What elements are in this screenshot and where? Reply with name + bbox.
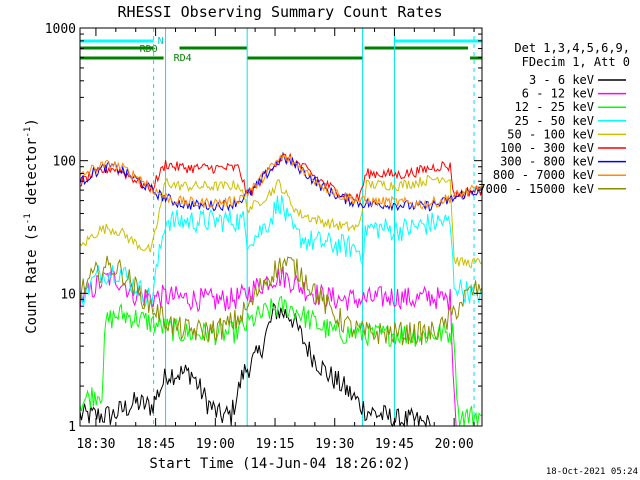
y-tick-label: 10 xyxy=(60,287,76,302)
y-tick-label: 1 xyxy=(68,420,76,435)
legend-header: Det 1,3,4,5,6,9, xyxy=(514,41,630,55)
y-axis-label-part: ) xyxy=(24,118,40,126)
legend-label: 100 - 300 keV xyxy=(500,141,594,155)
x-tick-label: 18:45 xyxy=(136,437,175,452)
x-tick-label: 19:45 xyxy=(375,437,414,452)
plot-frame xyxy=(79,27,483,427)
y-axis-label-sup: -1 xyxy=(23,213,33,224)
legend-label: 12 - 25 keV xyxy=(515,100,594,114)
x-tick-label: 19:15 xyxy=(255,437,294,452)
y-axis-label-part: Count Rate (s xyxy=(24,224,40,334)
y-tick-label: 1000 xyxy=(45,22,76,37)
legend-label: 25 - 50 keV xyxy=(515,114,594,128)
legend-label: 50 - 100 keV xyxy=(507,127,594,141)
series-line xyxy=(79,295,483,427)
series-line xyxy=(79,195,483,308)
legend-label: 800 - 7000 keV xyxy=(493,168,594,182)
legend-header: FDecim 1, Att 0 xyxy=(522,55,630,69)
x-axis: 18:30 18:45 19:00 19:15 19:30 19:45 20:00 xyxy=(76,28,475,452)
x-tick-label: 20:00 xyxy=(435,437,474,452)
series-line xyxy=(79,255,483,346)
series-line xyxy=(79,153,483,210)
footer-date: 18-Oct-2021 05:24 xyxy=(546,467,638,477)
x-axis-label: Start Time (14-Jun-04 18:26:02) xyxy=(149,456,410,472)
y-axis-label-sup: -1 xyxy=(23,127,33,138)
series-line xyxy=(79,174,483,269)
y-axis: 1 10 100 1000 xyxy=(45,22,482,435)
legend-label: 6 - 12 keV xyxy=(522,87,594,101)
flag-label-rd0: RD0 xyxy=(140,44,158,55)
series-line xyxy=(79,266,457,427)
y-axis-label-part: detector xyxy=(24,138,40,214)
legend: Det 1,3,4,5,6,9,FDecim 1, Att 0 3 - 6 keV… xyxy=(478,41,630,196)
y-tick-label: 100 xyxy=(53,155,76,170)
flag-label-rd4: RD4 xyxy=(174,53,192,64)
x-tick-label: 18:30 xyxy=(76,437,115,452)
attenuator-marker-lines xyxy=(153,28,475,426)
y-axis-label: Count Rate (s-1 detector-1) xyxy=(23,118,40,334)
series-line xyxy=(79,302,431,428)
legend-label: 300 - 800 keV xyxy=(500,155,594,169)
legend-label: 3 - 6 keV xyxy=(529,73,594,87)
legend-label: 7000 - 15000 keV xyxy=(478,182,594,196)
series-lines xyxy=(79,151,483,428)
x-tick-label: 19:00 xyxy=(196,437,235,452)
chart-title: RHESSI Observing Summary Count Rates xyxy=(117,3,442,21)
flag-label-n: N xyxy=(158,36,164,47)
x-tick-label: 19:30 xyxy=(315,437,354,452)
